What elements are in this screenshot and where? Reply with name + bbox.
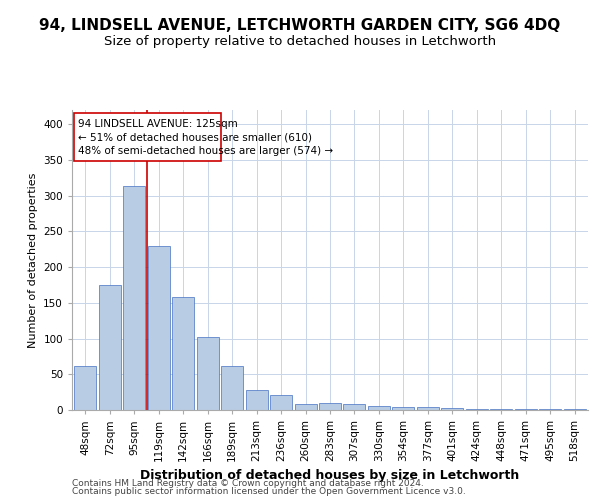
FancyBboxPatch shape <box>74 113 221 162</box>
Text: ← 51% of detached houses are smaller (610): ← 51% of detached houses are smaller (61… <box>78 132 312 142</box>
Text: Contains public sector information licensed under the Open Government Licence v3: Contains public sector information licen… <box>72 487 466 496</box>
Text: Size of property relative to detached houses in Letchworth: Size of property relative to detached ho… <box>104 35 496 48</box>
Bar <box>270 395 292 410</box>
Text: 48% of semi-detached houses are larger (574) →: 48% of semi-detached houses are larger (… <box>78 146 333 156</box>
Bar <box>466 408 488 410</box>
Bar <box>99 285 121 410</box>
Bar <box>148 246 170 410</box>
Bar <box>441 408 463 410</box>
Bar <box>563 408 586 410</box>
Bar <box>172 297 194 410</box>
Bar <box>74 366 97 410</box>
Bar <box>124 186 145 410</box>
Bar <box>368 406 390 410</box>
Bar <box>245 390 268 410</box>
Text: 94, LINDSELL AVENUE, LETCHWORTH GARDEN CITY, SG6 4DQ: 94, LINDSELL AVENUE, LETCHWORTH GARDEN C… <box>40 18 560 32</box>
Y-axis label: Number of detached properties: Number of detached properties <box>28 172 38 348</box>
Bar <box>295 404 317 410</box>
Bar <box>392 407 415 410</box>
Bar <box>221 366 243 410</box>
Bar <box>417 407 439 410</box>
Text: 94 LINDSELL AVENUE: 125sqm: 94 LINDSELL AVENUE: 125sqm <box>78 120 238 130</box>
Text: Contains HM Land Registry data © Crown copyright and database right 2024.: Contains HM Land Registry data © Crown c… <box>72 478 424 488</box>
Bar <box>343 404 365 410</box>
Bar <box>197 337 219 410</box>
X-axis label: Distribution of detached houses by size in Letchworth: Distribution of detached houses by size … <box>140 470 520 482</box>
Bar <box>319 403 341 410</box>
